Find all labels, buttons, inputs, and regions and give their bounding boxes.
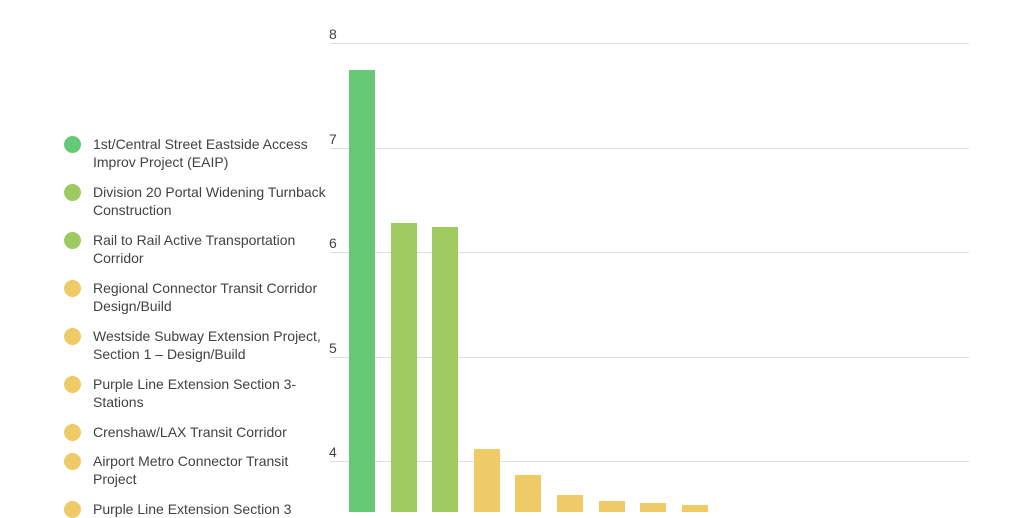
legend-label: Purple Line Extension Section 3-Stations bbox=[93, 376, 297, 410]
legend-label: 1st/Central Street Eastside Access Impro… bbox=[93, 136, 308, 170]
bar[interactable] bbox=[390, 222, 417, 512]
legend-label: Crenshaw/LAX Transit Corridor bbox=[93, 424, 287, 440]
bar[interactable] bbox=[640, 503, 667, 512]
gridline bbox=[330, 148, 969, 149]
legend-dot-icon bbox=[64, 136, 81, 153]
bar[interactable] bbox=[557, 494, 583, 512]
legend-label: Division 20 Portal Widening Turnback Con… bbox=[93, 184, 326, 218]
legend-dot-icon bbox=[64, 280, 81, 297]
bar[interactable] bbox=[598, 501, 625, 512]
legend-label: Regional Connector Transit Corridor Desi… bbox=[93, 280, 318, 314]
legend-dot-icon bbox=[64, 453, 81, 470]
bar[interactable] bbox=[432, 227, 459, 512]
bar[interactable] bbox=[473, 448, 500, 512]
legend-dot-icon bbox=[64, 424, 81, 441]
y-tick-label: 7 bbox=[329, 131, 337, 147]
gridline bbox=[330, 43, 969, 44]
legend-dot-icon bbox=[64, 328, 81, 345]
y-tick-label: 5 bbox=[329, 340, 337, 356]
legend-dot-icon bbox=[64, 376, 81, 393]
legend-label: Airport Metro Connector Transit Project bbox=[93, 453, 289, 487]
gridline bbox=[330, 357, 969, 358]
bar[interactable] bbox=[515, 474, 542, 512]
legend-label: Westside Subway Extension Project, Secti… bbox=[93, 328, 321, 362]
bar[interactable] bbox=[349, 70, 375, 512]
bar[interactable] bbox=[681, 505, 708, 512]
y-tick-label: 4 bbox=[329, 444, 337, 460]
gridline bbox=[330, 461, 969, 462]
legend-dot-icon bbox=[64, 232, 81, 249]
y-tick-label: 6 bbox=[329, 235, 337, 251]
legend-dot-icon bbox=[64, 184, 81, 201]
legend-label: Rail to Rail Active Transportation Corri… bbox=[93, 232, 296, 266]
gridline bbox=[330, 252, 969, 253]
y-tick-label: 8 bbox=[329, 26, 337, 42]
